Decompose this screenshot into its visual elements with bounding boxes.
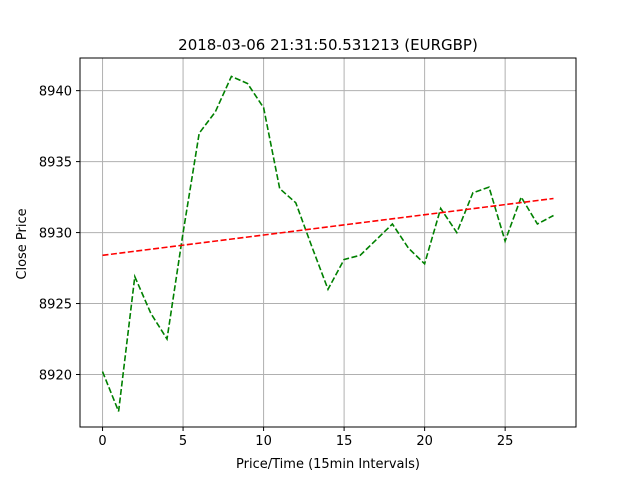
x-tick-label: 20	[416, 434, 433, 449]
y-tick-label: 8940	[39, 85, 72, 100]
x-tick-label: 5	[179, 434, 187, 449]
x-tick-label: 25	[497, 434, 514, 449]
y-tick-label: 8925	[39, 298, 72, 313]
y-tick-label: 8935	[39, 156, 72, 171]
x-tick-label: 10	[255, 434, 272, 449]
chart-title: 2018-03-06 21:31:50.531213 (EURGBP)	[178, 36, 478, 54]
close-price-line	[101, 75, 554, 412]
y-axis-ticks: 8920 8925 8930 8935 8940	[39, 85, 80, 383]
x-axis-label: Price/Time (15min Intervals)	[236, 457, 420, 472]
x-tick-label: 15	[336, 434, 353, 449]
series-layer	[101, 75, 554, 412]
trend-line	[102, 197, 554, 257]
plot-frame	[79, 57, 577, 428]
y-tick-label: 8920	[39, 368, 72, 383]
x-tick-label: 0	[98, 434, 106, 449]
y-tick-label: 8930	[39, 227, 72, 242]
x-axis-ticks: 0 5 10 15 20 25	[98, 427, 513, 449]
y-axis-label: Close Price	[15, 208, 30, 279]
